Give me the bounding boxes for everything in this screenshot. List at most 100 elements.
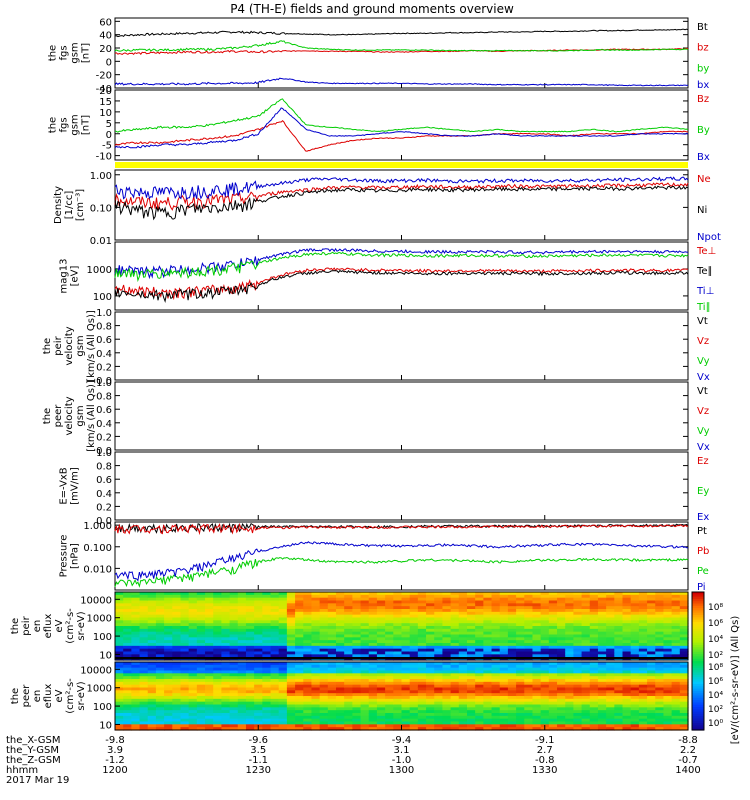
spectrogram-cell <box>327 620 337 624</box>
spectrogram-cell <box>164 704 173 708</box>
spectrogram-cell <box>368 648 378 653</box>
spectrogram-cell <box>115 681 124 686</box>
spectrogram-cell <box>426 628 435 633</box>
y-tick-label: 0.6 <box>96 335 112 346</box>
spectrogram-cell <box>638 662 648 666</box>
spectrogram-cell <box>483 634 493 638</box>
spectrogram-cell <box>147 594 157 599</box>
spectrogram-cell <box>475 648 484 653</box>
spectrogram-cell <box>589 611 599 616</box>
spectrogram-cell <box>401 707 411 711</box>
spectrogram-cell <box>131 600 141 604</box>
spectrogram-cell <box>679 681 689 686</box>
spectrogram-cell <box>499 626 509 630</box>
spectrogram-cell <box>679 718 689 723</box>
spectrogram-cell <box>409 667 419 672</box>
spectrogram-cell <box>295 603 304 607</box>
spectrogram-cell <box>466 718 476 723</box>
spectrogram-cell <box>638 704 648 708</box>
spectrogram-cell <box>278 628 288 633</box>
spectrogram-cell <box>524 701 534 706</box>
spectrogram-cell <box>237 640 247 644</box>
spectrogram-cell <box>344 592 353 596</box>
spectrogram-cell <box>647 617 656 621</box>
ephemeris-value: 1330 <box>532 765 557 776</box>
spectrogram-cell <box>205 684 214 689</box>
spectrogram-cell <box>155 664 165 669</box>
spectrogram-cell <box>540 721 550 725</box>
spectrogram-cell <box>131 727 141 731</box>
spectrogram-cell <box>573 681 583 686</box>
spectrogram-cell <box>295 611 304 616</box>
spectrogram-cell <box>319 718 329 723</box>
spectrogram-cell <box>401 693 411 697</box>
spectrogram-cell <box>532 620 542 624</box>
spectrogram-cell <box>663 698 673 703</box>
colorbar-segment <box>692 633 704 637</box>
spectrogram-cell <box>450 645 460 650</box>
spectrogram-cell <box>548 687 558 691</box>
spectrogram-cell <box>630 693 640 697</box>
spectrogram-cell <box>516 690 525 694</box>
spectrogram-cell <box>295 718 304 723</box>
spectrogram-cell <box>205 617 214 621</box>
panel-frame <box>114 89 689 161</box>
spectrogram-cell <box>630 698 640 703</box>
spectrogram-cell <box>336 609 345 613</box>
spectrogram-cell <box>278 594 288 599</box>
spectrogram-cell <box>311 693 321 697</box>
spectrogram-cell <box>270 645 280 650</box>
spectrogram-cell <box>393 631 403 636</box>
spectrogram-cell <box>466 620 476 624</box>
spectrogram-cell <box>295 597 304 602</box>
spectrogram-cell <box>213 623 223 627</box>
spectrogram-cell <box>319 609 329 613</box>
spectrogram-cell <box>466 721 476 725</box>
spectrogram-cell <box>630 704 640 708</box>
spectrogram-cell <box>401 620 411 624</box>
spectrogram-cell <box>245 715 255 720</box>
colorbar-segment <box>692 626 704 630</box>
spectrogram-cell <box>557 679 566 683</box>
spectrogram-cell <box>426 597 435 602</box>
spectrogram-cell <box>434 617 444 621</box>
spectrogram-cell <box>409 620 419 624</box>
y-axis-label: peir <box>21 615 32 635</box>
spectrogram-cell <box>679 684 689 689</box>
legend-Pb: Pb <box>697 546 709 557</box>
spectrogram-cell <box>123 724 132 728</box>
y-axis-label: [nPa] <box>70 543 81 569</box>
spectrogram-cell <box>565 634 574 638</box>
spectrogram-cell <box>188 662 198 666</box>
spectrogram-cell <box>516 606 525 610</box>
y-tick-label: 20 <box>99 86 112 97</box>
spectrogram-cell <box>393 620 403 624</box>
spectrogram-cell <box>196 710 206 714</box>
spectrogram-cell <box>450 617 460 621</box>
spectrogram-cell <box>475 696 484 700</box>
spectrogram-cell <box>327 631 337 636</box>
spectrogram-cell <box>565 645 574 650</box>
spectrogram-cell <box>532 710 542 714</box>
spectrogram-cell <box>483 654 493 658</box>
spectrogram-cell <box>442 724 452 728</box>
spectrogram-cell <box>172 600 182 604</box>
spectrogram-cell <box>434 597 444 602</box>
spectrogram-cell <box>385 718 394 723</box>
spectrogram-cell <box>278 603 288 607</box>
spectrogram-cell <box>606 718 615 723</box>
spectrogram-cell <box>221 648 231 653</box>
spectrogram-cell <box>155 679 165 683</box>
colorbar-segment <box>692 621 704 625</box>
spectrogram-cell <box>376 727 386 731</box>
spectrogram-cell <box>426 670 435 674</box>
spectrogram-cell <box>401 704 411 708</box>
spectrogram-cell <box>622 710 632 714</box>
spectrogram-cell <box>139 654 149 658</box>
spectrogram-cell <box>147 662 157 666</box>
spectrogram-cell <box>630 684 640 689</box>
spectrogram-cell <box>368 696 378 700</box>
spectrogram-cell <box>426 693 435 697</box>
spectrogram-cell <box>581 634 591 638</box>
